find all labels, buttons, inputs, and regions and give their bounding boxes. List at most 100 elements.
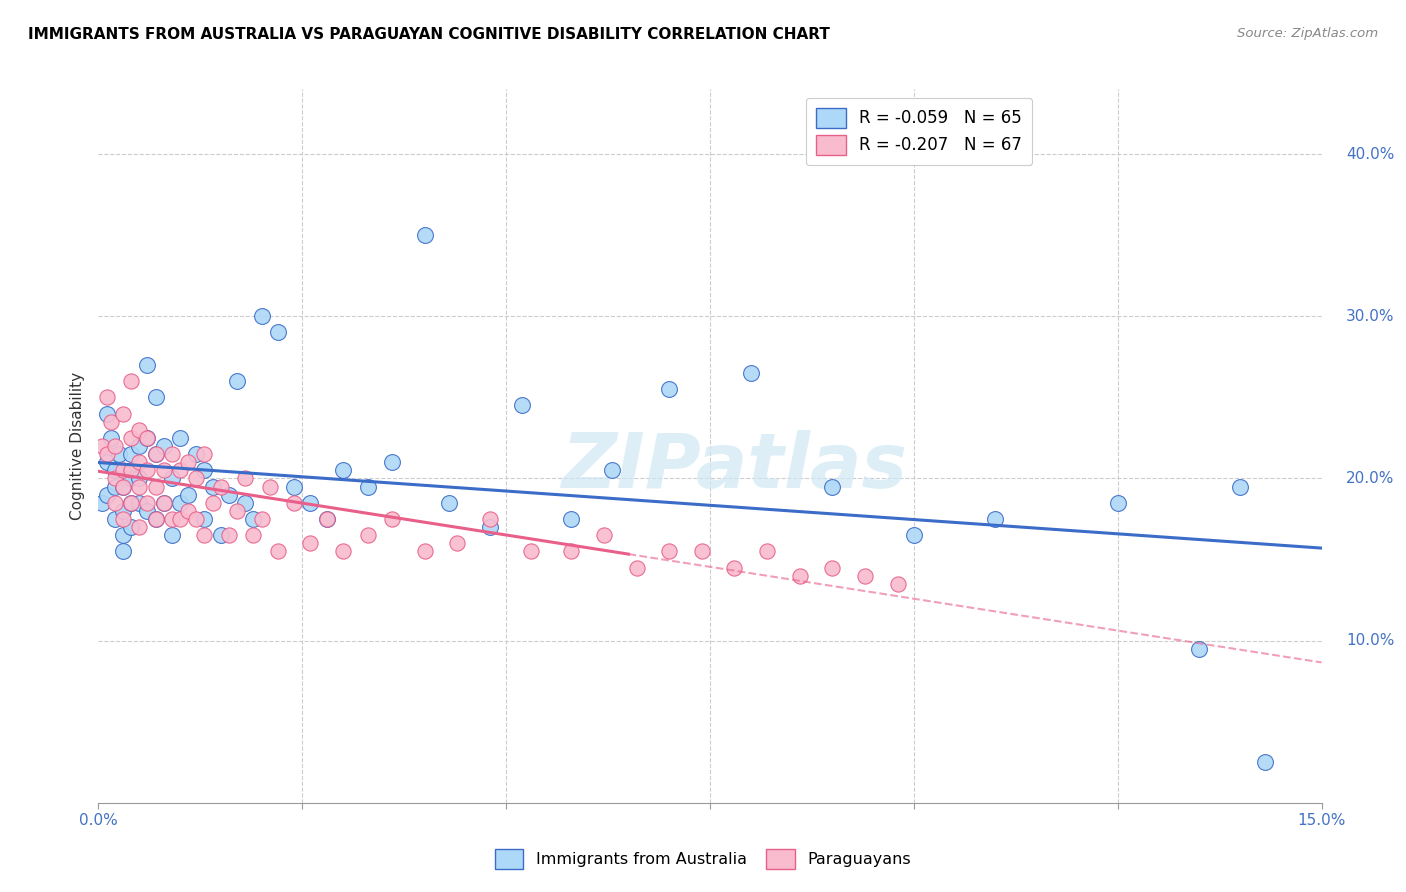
Text: IMMIGRANTS FROM AUSTRALIA VS PARAGUAYAN COGNITIVE DISABILITY CORRELATION CHART: IMMIGRANTS FROM AUSTRALIA VS PARAGUAYAN … — [28, 27, 830, 42]
Point — [226, 504, 249, 518]
Text: ZIPatlas: ZIPatlas — [561, 431, 907, 504]
Text: Source: ZipAtlas.com: Source: ZipAtlas.com — [1237, 27, 1378, 40]
Point — [789, 568, 811, 582]
Point — [145, 512, 167, 526]
Point — [104, 479, 127, 493]
Point — [756, 544, 779, 558]
Point — [886, 577, 908, 591]
Point — [128, 423, 150, 437]
Point — [120, 471, 142, 485]
Point — [160, 512, 183, 526]
Point — [233, 471, 256, 485]
Point — [120, 374, 142, 388]
Point — [152, 463, 174, 477]
Point — [111, 528, 134, 542]
Point — [136, 358, 159, 372]
Point — [299, 496, 322, 510]
Point — [821, 560, 844, 574]
Point — [128, 496, 150, 510]
Point — [104, 439, 127, 453]
Point — [332, 463, 354, 477]
Point — [96, 407, 118, 421]
Point — [120, 496, 142, 510]
Point — [111, 463, 134, 477]
Point — [136, 463, 159, 477]
Point — [593, 528, 616, 542]
Point — [413, 228, 436, 243]
Point — [283, 479, 305, 493]
Point — [356, 479, 378, 493]
Point — [658, 544, 681, 558]
Point — [209, 528, 232, 542]
Point — [626, 560, 648, 574]
Point — [984, 512, 1007, 526]
Point — [96, 390, 118, 404]
Point — [315, 512, 337, 526]
Point — [186, 471, 208, 485]
Point — [177, 488, 200, 502]
Point — [108, 447, 131, 461]
Point — [903, 528, 925, 542]
Point — [186, 447, 208, 461]
Point — [145, 447, 167, 461]
Point — [136, 431, 159, 445]
Point — [413, 544, 436, 558]
Point — [446, 536, 468, 550]
Point — [100, 431, 122, 445]
Point — [821, 479, 844, 493]
Point — [267, 326, 290, 340]
Point — [111, 504, 134, 518]
Point — [250, 310, 273, 324]
Point — [250, 512, 273, 526]
Point — [111, 544, 134, 558]
Point — [111, 407, 134, 421]
Point — [145, 479, 167, 493]
Point — [145, 512, 167, 526]
Point — [1188, 641, 1211, 656]
Point — [104, 471, 127, 485]
Point — [283, 496, 305, 510]
Point — [136, 431, 159, 445]
Point — [120, 431, 142, 445]
Point — [120, 520, 142, 534]
Point — [658, 382, 681, 396]
Point — [128, 479, 150, 493]
Point — [177, 455, 200, 469]
Point — [128, 439, 150, 453]
Point — [299, 536, 322, 550]
Point — [193, 512, 215, 526]
Point — [332, 544, 354, 558]
Point — [201, 496, 224, 510]
Point — [145, 447, 167, 461]
Point — [152, 439, 174, 453]
Point — [177, 504, 200, 518]
Point — [853, 568, 876, 582]
Point — [100, 415, 122, 429]
Point — [512, 399, 534, 413]
Point — [160, 528, 183, 542]
Point — [381, 512, 404, 526]
Point — [193, 463, 215, 477]
Point — [136, 504, 159, 518]
Point — [169, 512, 191, 526]
Point — [519, 544, 541, 558]
Point — [128, 455, 150, 469]
Point — [1253, 756, 1275, 770]
Point — [478, 520, 501, 534]
Point — [120, 496, 142, 510]
Point — [209, 479, 232, 493]
Point — [152, 496, 174, 510]
Point — [267, 544, 290, 558]
Point — [96, 455, 118, 469]
Legend: Immigrants from Australia, Paraguayans: Immigrants from Australia, Paraguayans — [488, 843, 918, 875]
Point — [560, 544, 582, 558]
Point — [186, 512, 208, 526]
Point — [104, 496, 127, 510]
Point — [193, 447, 215, 461]
Point — [104, 512, 127, 526]
Point — [128, 471, 150, 485]
Point — [218, 528, 240, 542]
Point — [152, 496, 174, 510]
Point — [226, 374, 249, 388]
Point — [233, 496, 256, 510]
